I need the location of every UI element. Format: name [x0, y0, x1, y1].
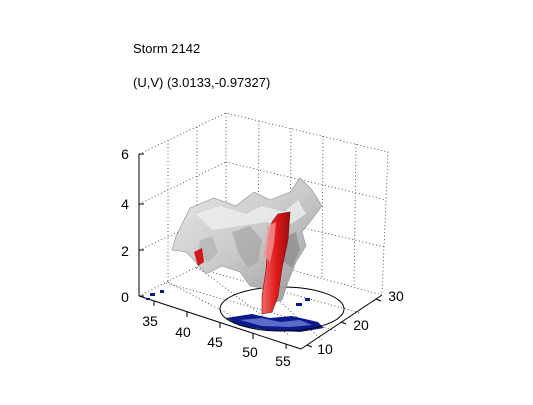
red-core: [194, 211, 291, 315]
z-tick-labels: 6 4 2 0: [121, 146, 129, 305]
y-tick-label: 10: [317, 341, 333, 357]
chart-title: Storm 2142: [133, 41, 201, 56]
x-tick-label: 35: [142, 313, 158, 329]
tick-marks: [139, 153, 382, 349]
y-tick-labels: 10 20 30: [317, 288, 404, 357]
z-tick-label: 4: [121, 196, 129, 212]
z-tick-label: 2: [121, 243, 129, 259]
x-tick-labels: 35 40 45 50 55: [142, 313, 291, 369]
z-tick-label: 0: [121, 289, 129, 305]
outer-isosurface: [171, 177, 323, 305]
x-tick-label: 40: [175, 324, 191, 340]
y-tick-label: 20: [353, 317, 369, 333]
ground-shadow-highlight: [240, 318, 312, 327]
y-tick-label: 30: [388, 288, 404, 304]
x-tick-label: 50: [242, 344, 258, 360]
chart-subtitle: (U,V) (3.0133,-0.97327): [133, 75, 271, 90]
x-tick-label: 45: [207, 334, 223, 350]
z-tick-label: 6: [121, 146, 129, 162]
x-tick-label: 55: [275, 353, 291, 369]
